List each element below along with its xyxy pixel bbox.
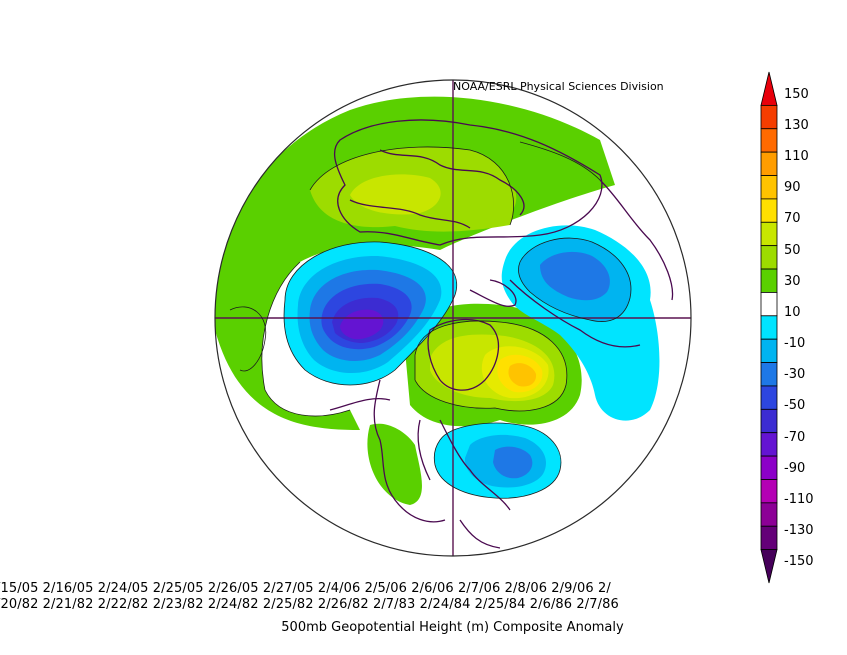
colorbar-swatch xyxy=(760,175,778,200)
positive-band-north xyxy=(215,96,615,430)
colorbar-tick-label: -90 xyxy=(784,460,806,476)
colorbar-swatch xyxy=(760,338,778,363)
colorbar-tick-label: -110 xyxy=(784,491,814,507)
colorbar-swatch xyxy=(760,525,778,551)
negative-center-siberia xyxy=(501,225,660,421)
credit-label: NOAA/ESRL Physical Sciences Division xyxy=(453,80,664,93)
composite-dates-row-2: /20/82 2/21/82 2/22/82 2/23/82 2/24/82 2… xyxy=(0,597,619,612)
contour-lines xyxy=(229,141,632,499)
colorbar-swatch xyxy=(760,71,778,106)
negative-center-eastern-us xyxy=(434,423,561,499)
colorbar-tick-label: 90 xyxy=(784,180,801,196)
colorbar-tick-label: -130 xyxy=(784,523,814,539)
map-title: 500mb Geopotential Height (m) Composite … xyxy=(281,620,624,635)
colorbar-swatch xyxy=(760,198,778,223)
colorbar-swatch xyxy=(760,549,778,584)
colorbar-tick-label: 110 xyxy=(784,149,809,165)
negative-center-pacific xyxy=(284,241,457,385)
colorbar-swatch xyxy=(760,104,778,130)
colorbar-swatch xyxy=(760,408,778,434)
colorbar-swatch xyxy=(760,292,778,317)
colorbar-tick-label: 10 xyxy=(784,304,801,320)
map-border xyxy=(214,79,692,557)
colorbar-tick-label: 50 xyxy=(784,242,801,258)
graticule xyxy=(215,80,691,556)
colorbar-tick-label: -70 xyxy=(784,429,806,445)
colorbar-swatch xyxy=(760,385,778,410)
composite-dates-row-1: /15/05 2/16/05 2/24/05 2/25/05 2/26/05 2… xyxy=(0,581,611,596)
colorbar-swatch xyxy=(760,479,778,504)
colorbar-tick-label: 130 xyxy=(784,117,809,133)
colorbar-tick-label: -150 xyxy=(784,554,814,570)
colorbar-swatch xyxy=(760,432,778,457)
colorbar-tick-label: 30 xyxy=(784,273,801,289)
colorbar-tick-label: 70 xyxy=(784,211,801,227)
colorbar-swatch xyxy=(760,128,778,153)
positive-cell-pacific xyxy=(468,178,517,220)
colorbar-swatch xyxy=(760,245,778,270)
colorbar-swatch xyxy=(760,502,778,527)
colorbar-swatch xyxy=(760,151,778,176)
colorbar-swatch xyxy=(760,315,778,340)
coastlines xyxy=(329,119,674,549)
colorbar-tick-label: 150 xyxy=(784,86,809,102)
colorbar-swatch xyxy=(760,221,778,247)
colorbar xyxy=(760,71,778,584)
colorbar-tick-label: -10 xyxy=(784,336,806,352)
colorbar-swatch xyxy=(760,455,778,480)
positive-lobe-north-pacific-inner xyxy=(350,174,441,215)
colorbar-tick-label: -50 xyxy=(784,398,806,414)
colorbar-tick-label: -30 xyxy=(784,367,806,383)
colorbar-swatch xyxy=(760,362,778,387)
colorbar-swatch xyxy=(760,268,778,293)
polar-map xyxy=(215,80,691,556)
